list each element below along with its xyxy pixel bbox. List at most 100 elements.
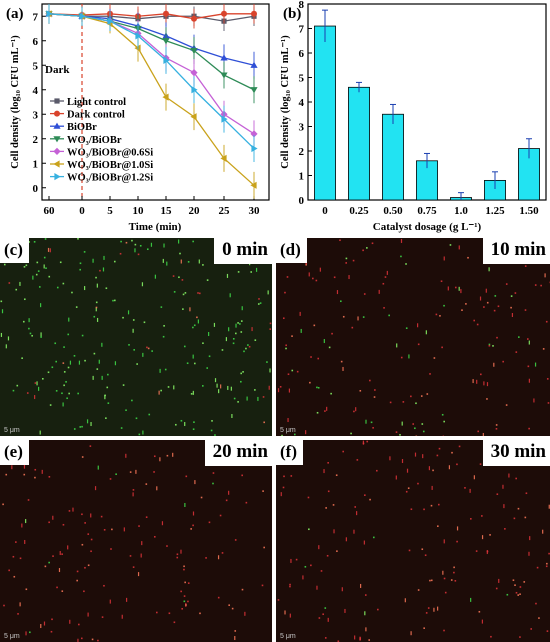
cell-dot — [288, 388, 291, 393]
cell-dot — [286, 276, 289, 278]
cell-dot — [342, 450, 344, 453]
cell-dot — [210, 429, 213, 432]
cell-dot — [221, 349, 224, 351]
data-point-a — [191, 86, 198, 94]
cell-dot — [257, 303, 260, 305]
cell-dot — [259, 302, 262, 304]
cell-dot — [414, 452, 417, 457]
cell-dot — [464, 487, 466, 489]
cell-dot — [401, 459, 404, 464]
cell-dot — [395, 431, 398, 433]
cell-dot — [354, 635, 356, 640]
cell-dot — [183, 600, 186, 603]
x-tick-label-a: 60 — [44, 205, 56, 217]
cell-dot — [208, 332, 210, 337]
cell-dot — [98, 359, 100, 364]
cell-dot — [490, 635, 492, 638]
cell-dot — [442, 570, 444, 575]
x-tick-label-b: 0.75 — [417, 205, 437, 217]
cell-dot — [386, 270, 388, 275]
cell-dot — [126, 597, 128, 602]
cell-dot — [408, 354, 410, 359]
cell-dot — [316, 411, 319, 414]
cell-dot — [47, 371, 50, 374]
cell-dot — [227, 385, 229, 390]
cell-dot — [44, 238, 47, 240]
cell-dot — [504, 528, 506, 530]
cell-dot — [81, 456, 84, 458]
cell-dot — [525, 492, 528, 495]
cell-dot — [162, 335, 165, 338]
cell-dot — [283, 475, 285, 478]
cell-dot — [287, 373, 290, 376]
cell-dot — [546, 630, 549, 632]
cell-dot — [56, 286, 59, 289]
cell-dot — [145, 483, 148, 485]
cell-dot — [228, 490, 230, 495]
cell-dot — [435, 313, 438, 316]
cell-dot — [148, 413, 151, 416]
cell-dot — [538, 617, 540, 619]
cell-dot — [79, 268, 81, 271]
cell-dot — [134, 243, 137, 246]
cell-dot — [453, 566, 455, 569]
cell-dot — [182, 293, 185, 296]
x-axis-label-b: Catalyst dosage (g L⁻¹) — [373, 221, 482, 233]
cell-dot — [178, 276, 180, 279]
data-point-a — [250, 181, 257, 189]
cell-dot — [145, 516, 148, 518]
cell-dot — [359, 638, 361, 641]
micrograph-10-min: (d) 10 min 5 μm — [276, 238, 550, 436]
time-label-e: 20 min — [204, 440, 272, 466]
cell-dot — [513, 517, 516, 520]
cell-dot — [389, 401, 392, 404]
cell-dot — [40, 332, 42, 337]
cell-dot — [62, 402, 64, 407]
cell-dot — [506, 593, 509, 596]
cell-dot — [505, 283, 508, 285]
cell-dot — [146, 346, 148, 349]
cell-dot — [524, 265, 527, 267]
cell-dot — [163, 325, 165, 327]
cell-dot — [202, 264, 204, 266]
panel-label-b: (b) — [283, 6, 301, 22]
cell-dot — [131, 239, 133, 242]
cell-dot — [38, 386, 40, 391]
cell-dot — [132, 492, 134, 497]
cell-dot — [422, 430, 425, 433]
cell-dot — [87, 533, 90, 535]
cell-dot — [68, 392, 70, 395]
cell-dot — [425, 330, 427, 335]
cell-dot — [287, 418, 289, 423]
cell-dot — [62, 362, 65, 364]
cell-dot — [362, 249, 364, 252]
cell-dot — [99, 269, 101, 272]
cell-dot — [212, 472, 215, 474]
cell-dot — [356, 459, 359, 461]
cell-dot — [417, 589, 420, 591]
series-2 — [46, 4, 257, 29]
y-tick-label-a: 7 — [33, 11, 39, 23]
cell-dot — [172, 452, 174, 457]
cell-dot — [97, 639, 99, 642]
cell-dot — [95, 276, 97, 279]
cell-dot — [84, 566, 86, 569]
cell-dot — [208, 521, 211, 524]
cell-dot — [284, 291, 286, 294]
cell-dot — [515, 477, 517, 480]
cell-dot — [128, 344, 130, 346]
cell-dot — [546, 562, 548, 565]
cell-dot — [62, 282, 65, 285]
cell-dot — [395, 475, 397, 480]
cell-dot — [151, 350, 153, 352]
cell-dot — [443, 629, 445, 632]
cell-dot — [214, 434, 216, 436]
cell-dot — [328, 346, 331, 349]
cell-dot — [495, 587, 498, 590]
data-point-a — [250, 87, 258, 94]
kinetics-line-chart: (a) 0 1 2 3 4 5 6 7 60 0 5 10 15 20 25 30 Light control… — [6, 3, 270, 233]
cell-dot — [262, 396, 265, 398]
cell-dot — [366, 440, 369, 443]
cell-dot — [458, 286, 460, 291]
cell-dot — [496, 493, 499, 496]
